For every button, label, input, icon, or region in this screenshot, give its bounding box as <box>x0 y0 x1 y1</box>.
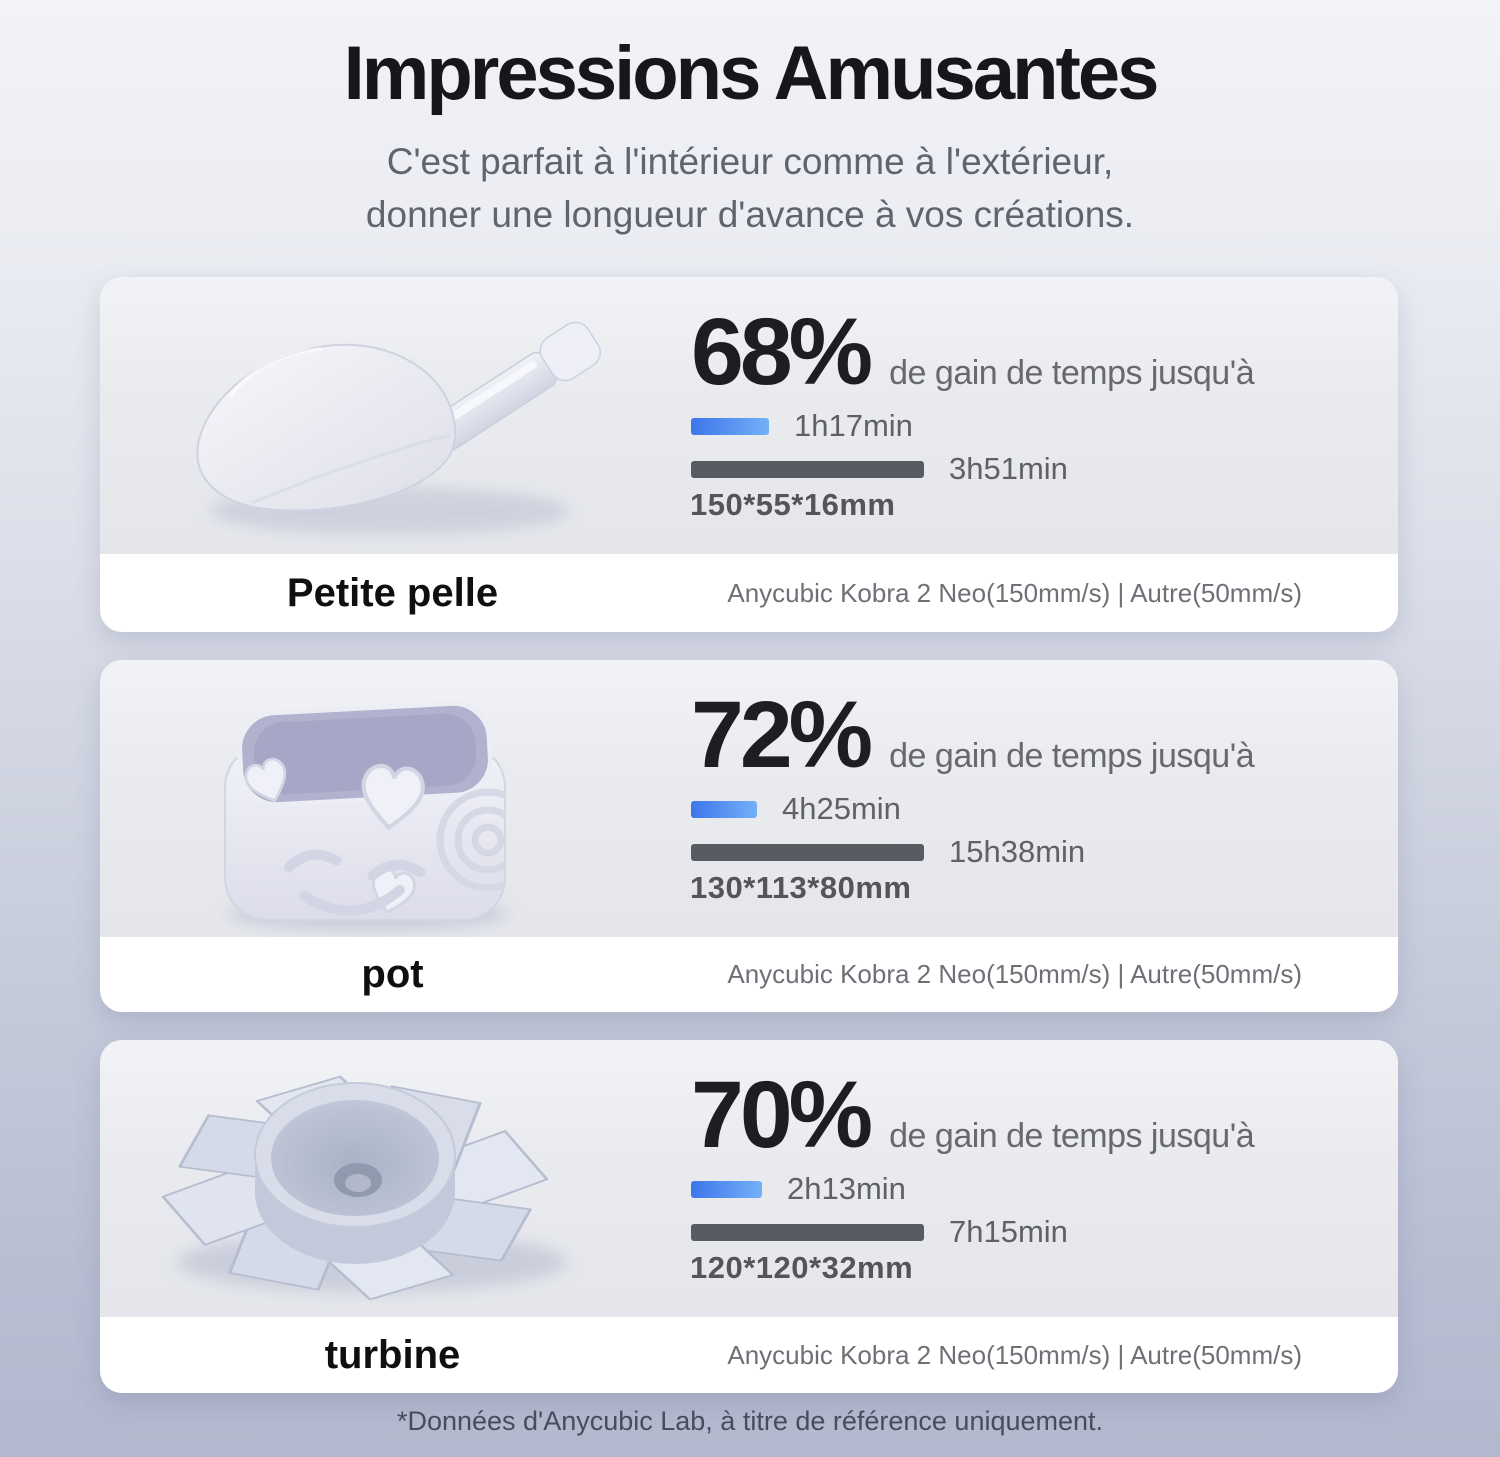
dimensions-label: 150*55*16mm <box>690 487 896 522</box>
card-bottom-section: Petite pelle Anycubic Kobra 2 Neo(150mm/… <box>100 554 1398 632</box>
printer-comparison: Anycubic Kobra 2 Neo(150mm/s) | Autre(50… <box>727 577 1302 608</box>
object-name: turbine <box>324 1332 461 1377</box>
card-top-section: 70% de gain de temps jusqu'à 2h13min 7h1… <box>100 1040 1398 1317</box>
dimensions-label: 130*113*80mm <box>690 870 912 905</box>
fast-time-label: 1h17min <box>794 408 913 443</box>
fast-time-bar <box>691 1180 762 1198</box>
gain-label: de gain de temps jusqu'à <box>889 354 1255 392</box>
shovel-blade <box>196 343 457 512</box>
stats-panel: 70% de gain de temps jusqu'à 2h13min 7h1… <box>685 1040 1398 1317</box>
print-card-pot: 72% de gain de temps jusqu'à 4h25min 15h… <box>100 660 1398 1012</box>
shovel-photo <box>100 277 685 554</box>
fast-time-bar <box>691 800 757 818</box>
footnote: *Données d'Anycubic Lab, à titre de réfé… <box>396 1406 1104 1436</box>
slow-time-label: 3h51min <box>949 451 1068 486</box>
gain-label: de gain de temps jusqu'à <box>889 737 1255 775</box>
page-subtitle: C'est parfait à l'intérieur comme à l'ex… <box>0 136 1500 241</box>
pot-illustration <box>224 700 508 931</box>
turbine-photo <box>100 1040 685 1317</box>
percent-value: 70% <box>691 1062 873 1168</box>
slow-time-bar <box>691 460 924 478</box>
object-name: pot <box>361 952 424 996</box>
object-name: Petite pelle <box>286 570 499 615</box>
percent-value: 68% <box>691 299 873 405</box>
gain-label: de gain de temps jusqu'à <box>889 1117 1255 1155</box>
shovel-illustration <box>196 321 601 535</box>
print-card-turbine: 70% de gain de temps jusqu'à 2h13min 7h1… <box>100 1040 1398 1393</box>
fast-time-bar <box>691 417 769 435</box>
fast-time-label: 4h25min <box>782 791 901 826</box>
subtitle-line-1: C'est parfait à l'intérieur comme à l'ex… <box>386 141 1114 182</box>
page-title: Impressions Amusantes <box>343 31 1160 116</box>
printer-comparison: Anycubic Kobra 2 Neo(150mm/s) | Autre(50… <box>727 959 1302 989</box>
subtitle-line-2: donner une longueur d'avance à vos créat… <box>365 193 1135 235</box>
turbine-cone <box>271 1100 439 1216</box>
pot-face <box>284 849 426 916</box>
turbine-illustration <box>161 1075 567 1301</box>
stats-panel: 72% de gain de temps jusqu'à 4h25min 15h… <box>685 660 1398 937</box>
printer-comparison: Anycubic Kobra 2 Neo(150mm/s) | Autre(50… <box>727 1339 1302 1370</box>
print-card-shovel: 68% de gain de temps jusqu'à 1h17min 3h5… <box>100 277 1398 632</box>
card-bottom-section: turbine Anycubic Kobra 2 Neo(150mm/s) | … <box>100 1317 1398 1393</box>
slow-time-label: 15h38min <box>949 834 1086 869</box>
percent-value: 72% <box>691 682 873 788</box>
card-bottom-section: pot Anycubic Kobra 2 Neo(150mm/s) | Autr… <box>100 937 1398 1012</box>
slow-time-bar <box>691 843 924 861</box>
fast-time-label: 2h13min <box>787 1171 906 1206</box>
pot-photo <box>100 660 685 937</box>
slow-time-label: 7h15min <box>949 1214 1068 1249</box>
pot-side-circle <box>436 788 505 892</box>
card-top-section: 72% de gain de temps jusqu'à 4h25min 15h… <box>100 660 1398 937</box>
stats-panel: 68% de gain de temps jusqu'à 1h17min 3h5… <box>685 277 1398 554</box>
card-top-section: 68% de gain de temps jusqu'à 1h17min 3h5… <box>100 277 1398 554</box>
slow-time-bar <box>691 1223 924 1241</box>
dimensions-label: 120*120*32mm <box>690 1250 914 1285</box>
